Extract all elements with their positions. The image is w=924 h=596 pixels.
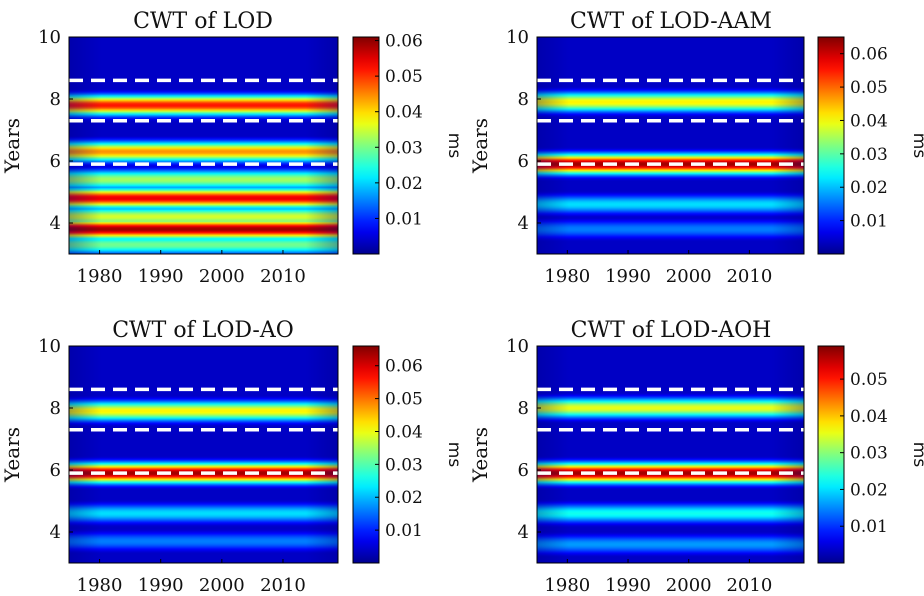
y-axis-label: Years [468, 427, 492, 483]
x-tick-label: 2010 [726, 575, 772, 596]
y-tick-label: 8 [518, 398, 529, 419]
y-tick-label: 8 [518, 89, 529, 110]
plot-frame [536, 345, 805, 564]
y-tick-label: 6 [50, 151, 61, 172]
x-tick-label: 2010 [260, 575, 306, 596]
chart-title: CWT of LOD [133, 9, 273, 34]
x-tick-label: 2010 [726, 266, 772, 287]
y-axis-label: Years [0, 118, 24, 174]
colorbar-tick-label: 0.05 [385, 67, 423, 87]
colorbar-tick-label: 0.05 [850, 78, 888, 98]
x-tick-label: 2010 [260, 266, 306, 287]
colorbar [817, 36, 845, 255]
colorbar-tick-label: 0.04 [385, 103, 423, 123]
x-tick-label: 2000 [199, 266, 245, 287]
y-tick-label: 6 [518, 151, 529, 172]
colorbar-tick-label: 0.02 [850, 178, 888, 198]
colorbar-tick-label: 0.06 [385, 357, 423, 377]
chart-panel-4: 4 6 8 10 1980 1990 2000 2010 CWT of LOD-AOH Years… [468, 318, 924, 596]
heatmap [69, 346, 338, 563]
y-tick-label: 6 [518, 460, 529, 481]
colorbar-label: ms [909, 133, 924, 159]
heatmap [537, 37, 804, 254]
heatmap [69, 37, 338, 254]
colorbar-tick-label: 0.03 [850, 145, 888, 165]
x-tick-label: 1990 [138, 266, 184, 287]
x-tick-label: 1980 [544, 266, 590, 287]
heatmap [537, 346, 804, 563]
y-tick-label: 10 [506, 27, 529, 48]
y-tick-label: 4 [50, 522, 61, 543]
colorbar-tick-label: 0.01 [850, 212, 888, 232]
colorbar-tick-label: 0.04 [850, 111, 888, 131]
colorbar-tick-label: 0.04 [385, 422, 423, 442]
colorbar-tick-label: 0.02 [385, 174, 423, 194]
y-axis-label: Years [468, 118, 492, 174]
x-tick-label: 1980 [544, 575, 590, 596]
colorbar-tick-label: 0.01 [385, 521, 423, 541]
y-tick-label: 4 [50, 213, 61, 234]
plot-frame [68, 36, 339, 255]
colorbar-tick-label: 0.06 [850, 45, 888, 65]
x-tick-label: 1990 [605, 575, 651, 596]
colorbar-label: ms [444, 442, 464, 468]
chart-panel-1: 4 6 8 10 1980 1990 2000 2010 CWT of LOD Years 0.01… [0, 9, 464, 287]
y-tick-label: 4 [518, 213, 529, 234]
colorbar [352, 345, 380, 564]
colorbar-tick-label: 0.02 [385, 488, 423, 508]
y-tick-label: 8 [50, 398, 61, 419]
x-tick-label: 2000 [666, 266, 712, 287]
colorbar [352, 36, 380, 255]
colorbar-tick-label: 0.01 [850, 517, 888, 537]
y-tick-label: 4 [518, 522, 529, 543]
colorbar-tick-label: 0.03 [850, 444, 888, 464]
x-tick-label: 2000 [666, 575, 712, 596]
x-tick-label: 1990 [605, 266, 651, 287]
colorbar-tick-label: 0.01 [385, 209, 423, 229]
colorbar-tick-label: 0.03 [385, 455, 423, 475]
chart-title: CWT of LOD-AO [112, 318, 294, 343]
edge-fade [69, 346, 338, 563]
x-tick-label: 1980 [77, 575, 123, 596]
plot-frame [68, 345, 339, 564]
y-tick-label: 10 [38, 27, 61, 48]
colorbar-label: ms [909, 442, 924, 468]
chart-panel-2: 4 6 8 10 1980 1990 2000 2010 CWT of LOD-AAM Years… [468, 9, 924, 287]
colorbar-tick-label: 0.03 [385, 138, 423, 158]
x-tick-label: 1990 [138, 575, 184, 596]
y-tick-label: 10 [506, 336, 529, 357]
colorbar-tick-label: 0.04 [850, 407, 888, 427]
edge-fade [537, 37, 804, 254]
y-tick-label: 10 [38, 336, 61, 357]
colorbar-tick-label: 0.06 [385, 32, 423, 52]
y-axis-label: Years [0, 427, 24, 483]
x-tick-label: 1980 [77, 266, 123, 287]
edge-fade [69, 37, 338, 254]
colorbar-tick-label: 0.02 [850, 480, 888, 500]
y-tick-label: 6 [50, 460, 61, 481]
chart-title: CWT of LOD-AAM [570, 9, 772, 34]
x-tick-label: 2000 [199, 575, 245, 596]
chart-title: CWT of LOD-AOH [571, 318, 772, 343]
plot-frame [536, 36, 805, 255]
colorbar-label: ms [444, 133, 464, 159]
colorbar-tick-label: 0.05 [385, 390, 423, 410]
colorbar [817, 345, 845, 564]
edge-fade [537, 346, 804, 563]
chart-panel-3: 4 6 8 10 1980 1990 2000 2010 CWT of LOD-AO Years 0… [0, 318, 464, 596]
y-tick-label: 8 [50, 89, 61, 110]
colorbar-tick-label: 0.05 [850, 370, 888, 390]
